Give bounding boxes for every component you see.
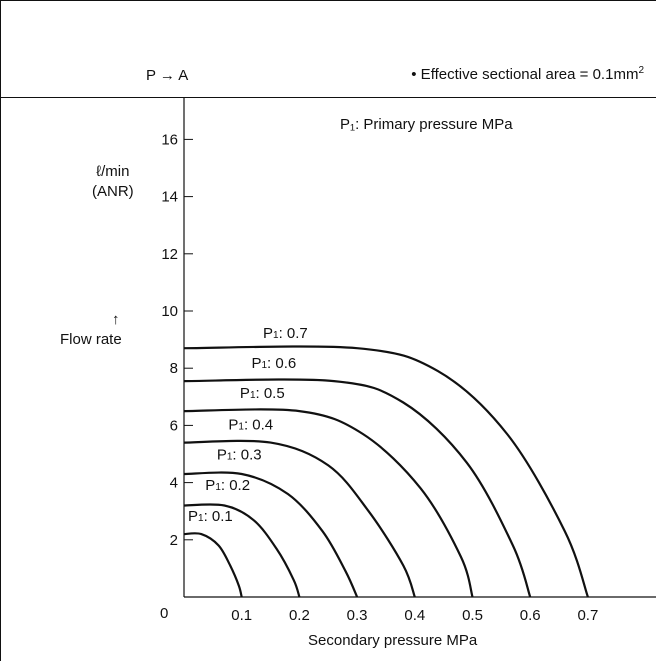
series-label: P1: 0.4	[228, 417, 273, 434]
effective-area-text: • Effective sectional area = 0.1mm	[411, 66, 639, 83]
series-label-subscript: 1	[215, 482, 221, 493]
x-axis-label: Secondary pressure MPa	[308, 632, 478, 649]
effective-area-superscript: 2	[638, 65, 644, 76]
x-tick-label: 0.3	[347, 607, 368, 624]
series-label-value: : 0.7	[279, 325, 308, 342]
x-tick-label: 0.2	[289, 607, 310, 624]
y-axis-unit: ℓ/min (ANR)	[92, 162, 134, 202]
y-tick-label: 8	[170, 360, 178, 377]
series-label-prefix: P	[205, 477, 215, 494]
legend-note: P₁: Primary pressure MPa	[340, 116, 513, 133]
series-label: P1: 0.7	[263, 325, 308, 342]
series-label-prefix: P	[228, 417, 238, 434]
series-label-subscript: 1	[273, 330, 279, 341]
x-tick-label: 0.5	[462, 607, 483, 624]
series-label-prefix: P	[217, 447, 227, 464]
series-line	[183, 439, 416, 598]
series-label-subscript: 1	[238, 422, 244, 433]
series-label-subscript: 1	[198, 513, 204, 524]
series-label-subscript: 1	[227, 452, 233, 463]
series-label-value: : 0.3	[232, 447, 261, 464]
y-tick-label: 2	[170, 532, 178, 549]
series-label-prefix: P	[188, 508, 198, 525]
series-line	[183, 378, 532, 598]
x-tick-label: 0.6	[520, 607, 541, 624]
series-line	[183, 345, 589, 598]
y-tick-label: 16	[161, 131, 178, 148]
y-axis-unit-line1: ℓ/min	[96, 163, 130, 180]
y-axis-label: Flow rate	[60, 331, 122, 348]
series-line	[183, 471, 359, 598]
series-layer: P1: 0.1P1: 0.2P1: 0.3P1: 0.4P1: 0.5P1: 0…	[183, 325, 589, 598]
series-label: P1: 0.6	[251, 355, 296, 372]
series-label-value: : 0.5	[256, 385, 285, 402]
series-label-value: : 0.2	[221, 477, 250, 494]
series-label-subscript: 1	[261, 360, 267, 371]
effective-area-note: • Effective sectional area = 0.1mm2	[411, 65, 644, 83]
y-axis-unit-line2: (ANR)	[92, 183, 134, 200]
series-label: P1: 0.5	[240, 385, 285, 402]
flow-direction-label: P → A	[146, 67, 189, 84]
y-tick-label: 4	[170, 475, 178, 492]
y-tick-label: 12	[161, 246, 178, 263]
x-tick-label: 0.4	[404, 607, 425, 624]
series-label-value: : 0.4	[244, 417, 273, 434]
y-tick-label: 10	[161, 303, 178, 320]
series-label-subscript: 1	[250, 390, 256, 401]
y-tick-label: 14	[161, 189, 178, 206]
series-label: P1: 0.3	[217, 447, 262, 464]
series-label-prefix: P	[263, 325, 273, 342]
y-tick-label: 6	[170, 417, 178, 434]
series-label-value: : 0.6	[267, 355, 296, 372]
series-line	[183, 408, 474, 598]
series-label: P1: 0.1	[188, 508, 233, 525]
series-label: P1: 0.2	[205, 477, 250, 494]
y-axis-arrow: ↑	[112, 311, 120, 328]
series-label-value: : 0.1	[204, 508, 233, 525]
x-tick-label: 0.1	[231, 607, 252, 624]
series-label-prefix: P	[240, 385, 250, 402]
series-line	[183, 532, 243, 598]
series-label-prefix: P	[251, 355, 261, 372]
x-tick-label: 0.7	[577, 607, 598, 624]
series-line	[183, 503, 301, 598]
origin-label: 0	[160, 605, 169, 622]
